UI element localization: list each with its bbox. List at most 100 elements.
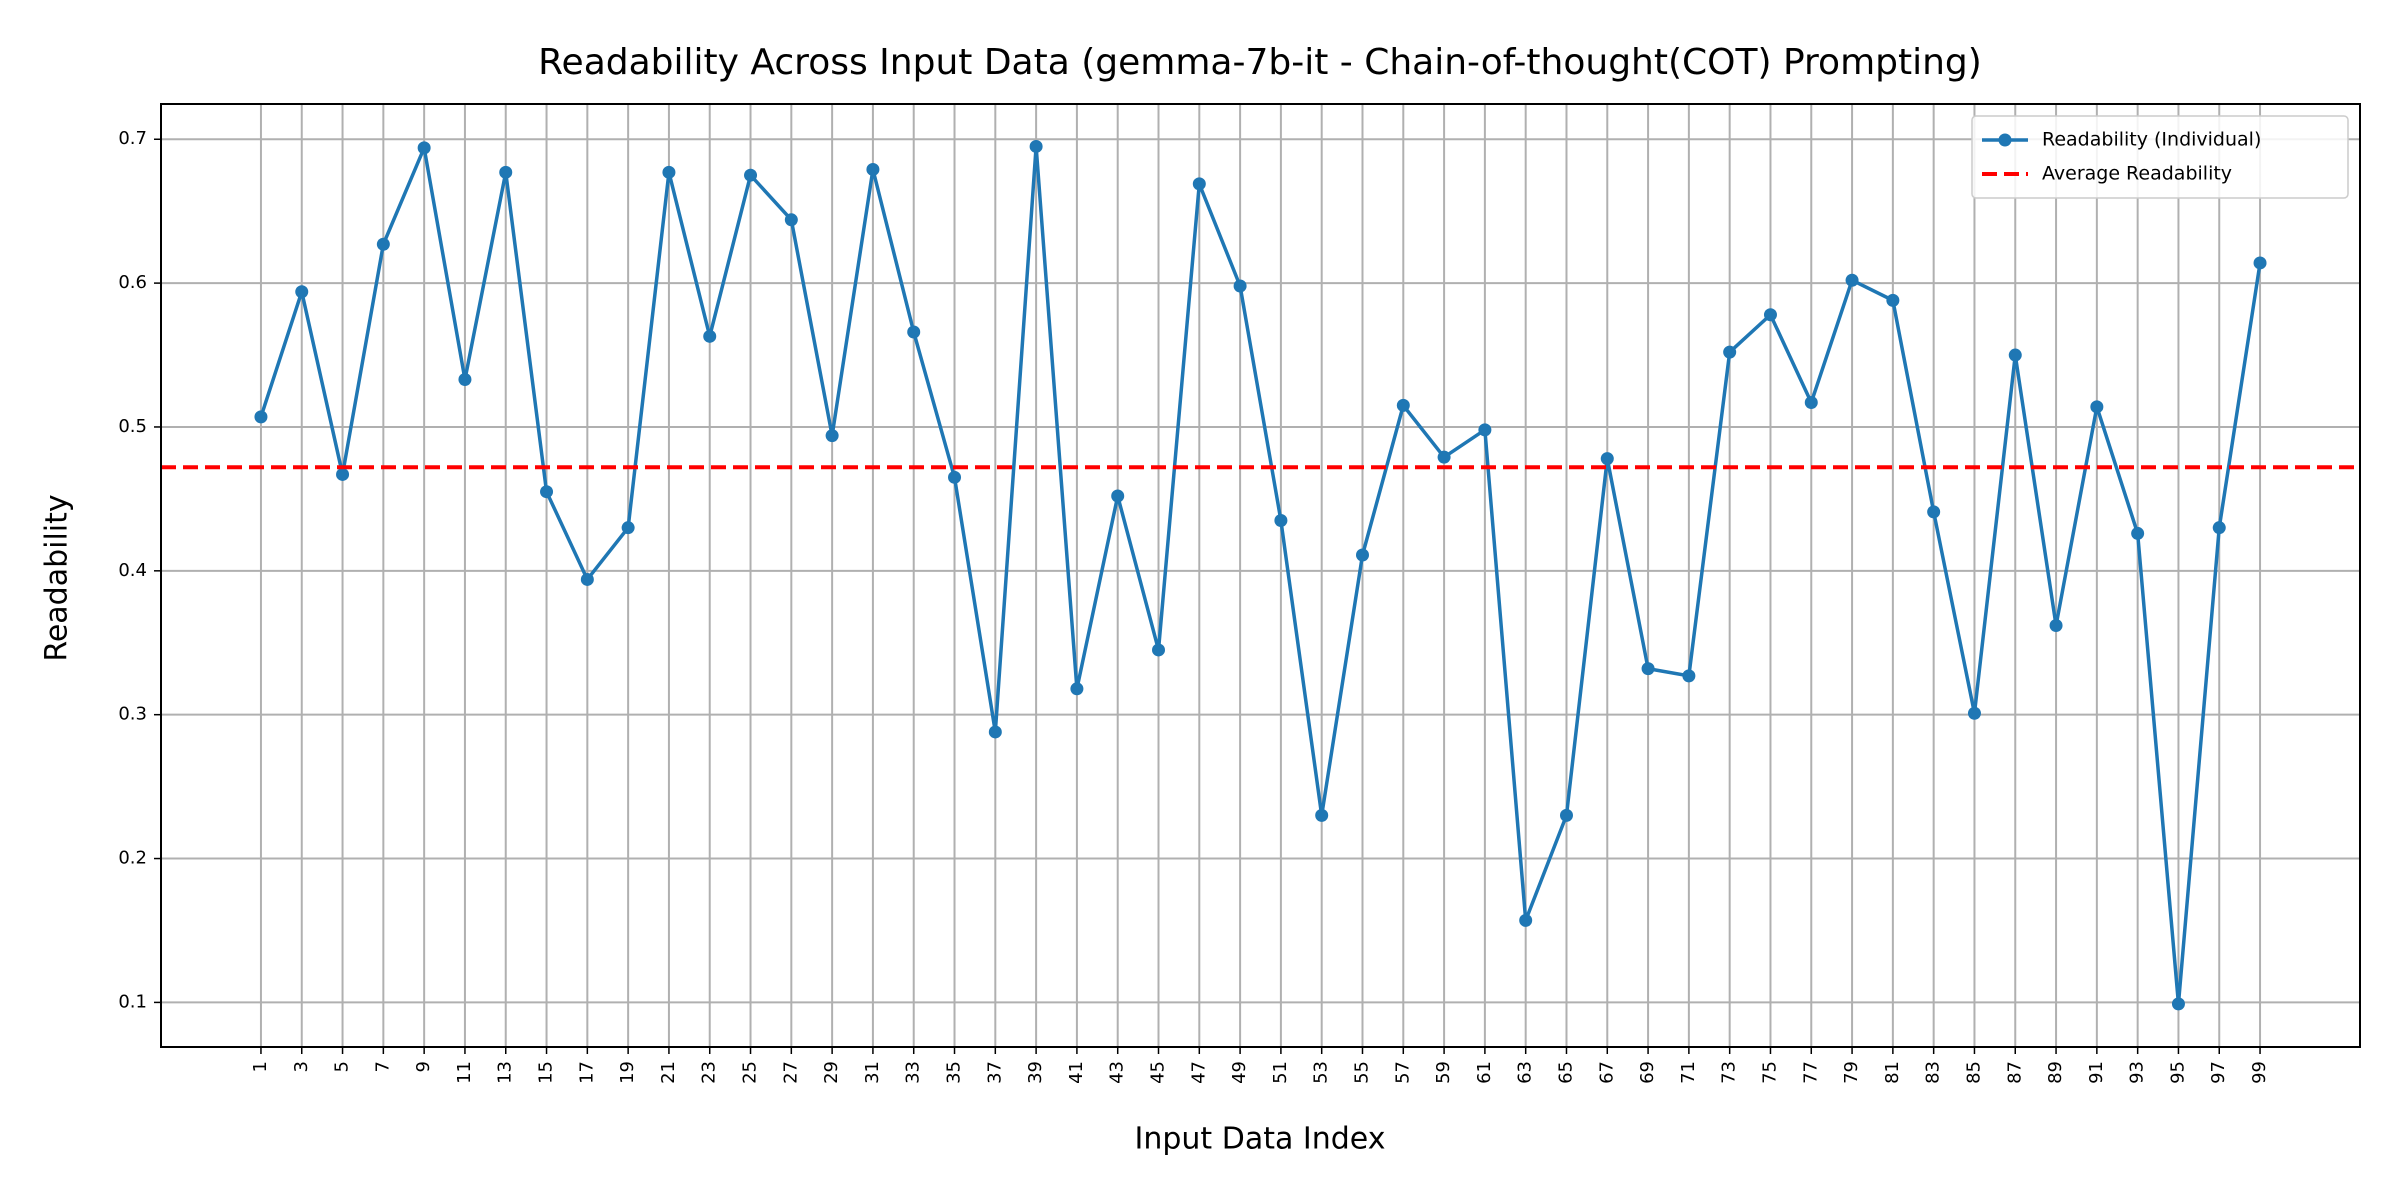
x-tick-label: 35 [944, 1061, 965, 1084]
x-axis-label: Input Data Index [1135, 1122, 1386, 1157]
x-tick-label: 53 [1311, 1061, 1332, 1084]
y-tick-label: 0.7 [118, 128, 147, 149]
x-tick-label: 75 [1759, 1061, 1780, 1084]
data-point [988, 725, 1002, 739]
x-tick-label: 69 [1637, 1061, 1658, 1084]
x-tick-label: 15 [536, 1061, 557, 1084]
x-tick-label: 87 [2004, 1061, 2025, 1084]
x-tick-label: 27 [780, 1061, 801, 1084]
x-tick-label: 17 [576, 1061, 597, 1084]
data-point [1111, 489, 1125, 503]
x-tick-label: 1 [250, 1061, 271, 1072]
x-tick-label: 79 [1841, 1061, 1862, 1084]
data-point [1192, 177, 1206, 191]
x-tick-label: 9 [413, 1061, 434, 1072]
y-tick-label: 0.6 [118, 272, 147, 293]
x-tick-label: 49 [1229, 1061, 1250, 1084]
data-point [662, 165, 676, 179]
data-point [1927, 505, 1941, 519]
x-tick-label: 59 [1433, 1061, 1454, 1084]
x-tick-label: 41 [1066, 1061, 1087, 1084]
data-point [2171, 997, 2185, 1011]
data-point [499, 165, 513, 179]
data-point [784, 213, 798, 227]
data-point [2090, 400, 2104, 414]
data-point [1355, 548, 1369, 562]
data-point [621, 521, 635, 535]
y-axis-label: Readability [40, 494, 75, 661]
data-point [1967, 706, 1981, 720]
data-point [2008, 348, 2022, 362]
data-point [1478, 423, 1492, 437]
data-point [1682, 669, 1696, 683]
legend-label: Average Readability [2042, 163, 2232, 185]
data-point [1600, 452, 1614, 466]
x-tick-label: 93 [2127, 1061, 2148, 1084]
x-tick-label: 77 [1800, 1061, 1821, 1084]
data-point [580, 572, 594, 586]
x-tick-label: 7 [372, 1061, 393, 1072]
x-tick-label: 47 [1188, 1061, 1209, 1084]
data-point [1723, 345, 1737, 359]
data-point [1315, 808, 1329, 822]
legend-box [1971, 115, 2349, 199]
data-point [1845, 273, 1859, 287]
x-tick-label: 45 [1148, 1061, 1169, 1084]
data-point [417, 141, 431, 155]
data-point [376, 237, 390, 251]
x-tick-label: 85 [1963, 1061, 1984, 1084]
data-point [254, 410, 268, 424]
data-point [1886, 293, 1900, 307]
x-tick-label: 67 [1596, 1061, 1617, 1084]
data-point [458, 372, 472, 386]
data-point [1763, 308, 1777, 322]
x-tick-label: 91 [2086, 1061, 2107, 1084]
x-tick-label: 83 [1923, 1061, 1944, 1084]
x-tick-label: 31 [862, 1061, 883, 1084]
data-point [907, 325, 921, 339]
legend-label: Readability (Individual) [2042, 129, 2261, 151]
x-tick-label: 63 [1515, 1061, 1536, 1084]
y-tick-label: 0.1 [118, 991, 147, 1012]
x-tick-label: 19 [617, 1061, 638, 1084]
data-point [1070, 682, 1084, 696]
x-tick-label: 29 [821, 1061, 842, 1084]
x-tick-label: 39 [1025, 1061, 1046, 1084]
x-tick-label: 51 [1270, 1061, 1291, 1084]
x-tick-label: 33 [903, 1061, 924, 1084]
x-tick-label: 3 [291, 1061, 312, 1072]
data-point [336, 467, 350, 481]
x-tick-label: 25 [740, 1061, 761, 1084]
data-point [2253, 256, 2267, 270]
x-tick-label: 23 [699, 1061, 720, 1084]
data-point [1641, 662, 1655, 676]
data-point [703, 329, 717, 343]
x-tick-label: 61 [1474, 1061, 1495, 1084]
data-point [744, 168, 758, 182]
data-point [1152, 643, 1166, 657]
data-point [1804, 396, 1818, 410]
data-point [1437, 450, 1451, 464]
x-tick-label: 57 [1392, 1061, 1413, 1084]
x-tick-label: 73 [1719, 1061, 1740, 1084]
plot-frame [160, 103, 2361, 1048]
chart-title: Readability Across Input Data (gemma-7b-… [538, 42, 1982, 83]
data-point [2049, 618, 2063, 632]
data-point [1029, 139, 1043, 153]
legend-swatch [1998, 133, 2012, 147]
x-tick-label: 99 [2249, 1061, 2270, 1084]
legend: Readability (Individual) Average Readabil… [1971, 115, 2349, 199]
data-line [259, 141, 2262, 1004]
data-point [1396, 398, 1410, 412]
x-tick-label: 5 [332, 1061, 353, 1072]
x-tick-label: 43 [1107, 1061, 1128, 1084]
data-point [2131, 526, 2145, 540]
x-tick-label: 13 [495, 1061, 516, 1084]
x-tick-label: 37 [984, 1061, 1005, 1084]
x-tick-label: 95 [2167, 1061, 2188, 1084]
x-tick-label: 65 [1555, 1061, 1576, 1084]
x-tick-label: 55 [1351, 1061, 1372, 1084]
x-tick-label: 81 [1882, 1061, 1903, 1084]
x-tick-label: 21 [658, 1061, 679, 1084]
